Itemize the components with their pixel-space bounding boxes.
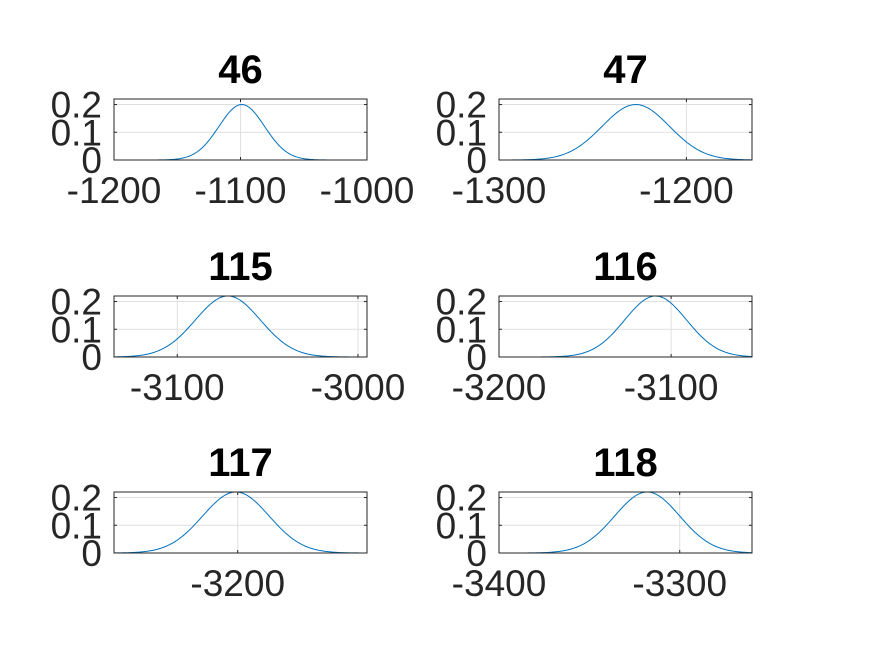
subplot-116: 116 -3200 -3100 00.10.2 [436, 245, 753, 408]
subplot-title: 47 [603, 48, 648, 92]
x-tick-label: -3100 [624, 367, 719, 408]
y-tick-label: 0 [466, 337, 487, 378]
subplot-118: 118 -3400 -3300 00.10.2 [436, 441, 753, 604]
y-tick-label: 0.1 [51, 505, 102, 546]
x-tick-label: -1300 [452, 170, 547, 211]
axes-background [114, 492, 367, 553]
density-curve [498, 104, 753, 161]
y-tick-label: 0 [81, 140, 102, 181]
subplot-title: 115 [208, 245, 273, 289]
x-tick-label: -3100 [130, 367, 225, 408]
axes-box [498, 295, 753, 358]
y-tick-label: 0.2 [436, 478, 487, 519]
subplot-117: 117 -3200 00.10.2 [51, 441, 368, 604]
y-tick-label: 0 [81, 337, 102, 378]
axes-box [498, 491, 753, 554]
axes-box [113, 491, 368, 554]
y-tick-label: 0.2 [51, 282, 102, 323]
x-tick-label: -3200 [452, 367, 547, 408]
axes-box [113, 295, 368, 358]
subplot-46: 46 -1200 -1100 -1000 00.10.2 [51, 48, 415, 211]
y-tick-label: 0 [81, 533, 102, 574]
y-tick-label: 0.2 [51, 478, 102, 519]
axes-background [499, 492, 752, 553]
y-tick-label: 0.2 [436, 282, 487, 323]
x-tick-label: -3000 [311, 367, 406, 408]
y-tick-label: 0.1 [436, 112, 487, 153]
y-tick-label: 0.2 [436, 85, 487, 126]
axes-background [499, 99, 752, 160]
x-tick-label: -3400 [452, 563, 547, 604]
y-tick-label: 0 [466, 533, 487, 574]
subplot-title: 117 [208, 441, 273, 485]
y-tick-label: 0.1 [436, 309, 487, 350]
subplot-115: 115 -3100 -3000 00.10.2 [51, 245, 406, 408]
x-tick-label: -3300 [632, 563, 727, 604]
axes-box [498, 98, 753, 161]
x-tick-label: -3200 [190, 563, 285, 604]
subplot-47: 47 -1300 -1200 00.10.2 [436, 48, 753, 211]
axes-background [499, 296, 752, 357]
y-tick-label: 0.1 [51, 112, 102, 153]
density-curve [113, 491, 367, 554]
subplot-title: 46 [218, 48, 263, 92]
y-tick-label: 0.1 [436, 505, 487, 546]
y-tick-label: 0.1 [51, 309, 102, 350]
axes-background [114, 296, 367, 357]
x-tick-label: -1200 [639, 170, 734, 211]
y-tick-label: 0 [466, 140, 487, 181]
subplot-title: 118 [593, 441, 658, 485]
x-tick-label: -1000 [320, 170, 415, 211]
subplot-title: 116 [593, 245, 658, 289]
density-curve [113, 295, 367, 358]
y-tick-label: 0.2 [51, 85, 102, 126]
x-tick-label: -1200 [67, 170, 162, 211]
x-tick-label: -1100 [195, 170, 287, 211]
